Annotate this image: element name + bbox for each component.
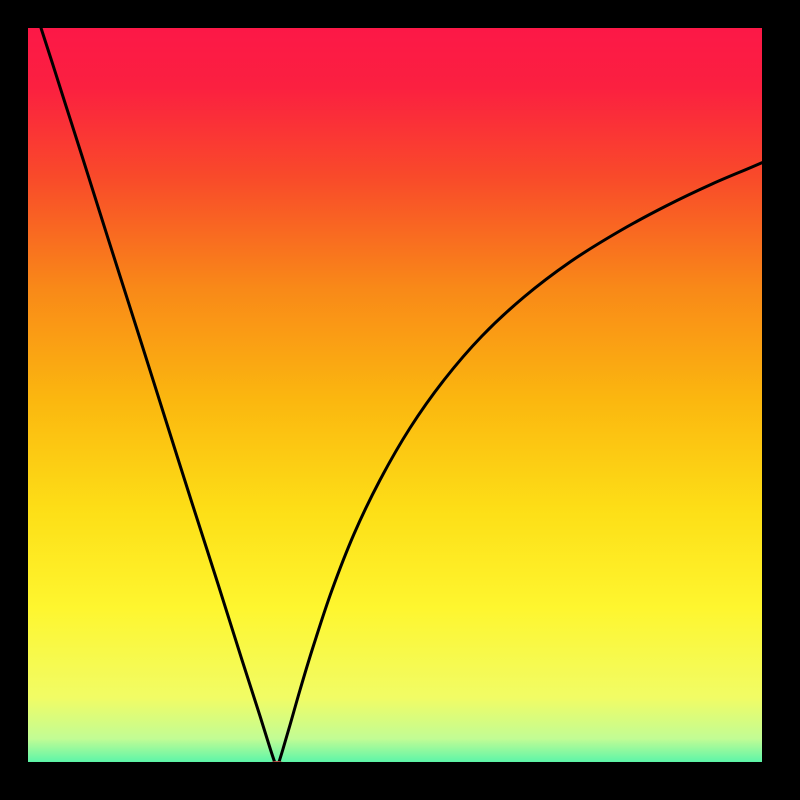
plot-background: [28, 28, 772, 772]
inner-border-bottom: [28, 762, 772, 772]
bottleneck-chart: [0, 0, 800, 800]
inner-border-right: [762, 28, 772, 772]
chart-frame: TheBottleneck.com: [0, 0, 800, 800]
